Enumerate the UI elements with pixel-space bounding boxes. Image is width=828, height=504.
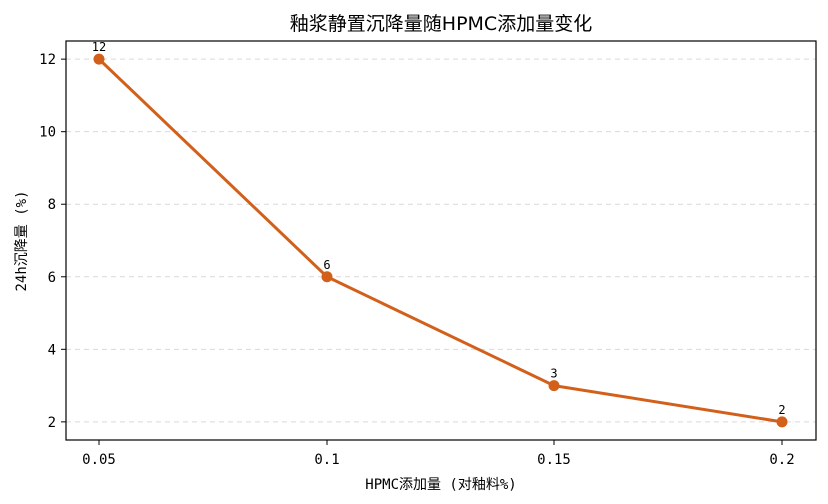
y-tick-label: 6 (48, 270, 56, 286)
data-point (776, 416, 788, 428)
data-label: 2 (778, 403, 785, 417)
plot-frame (65, 40, 817, 441)
x-axis-label: HPMC添加量 (对釉料%) (365, 477, 516, 493)
x-tick-label: 0.05 (82, 452, 116, 468)
y-tick-label: 12 (39, 52, 56, 68)
data-point (93, 53, 105, 65)
chart-title: 釉浆静置沉降量随HPMC添加量变化 (290, 13, 592, 35)
grid-layer (66, 58, 816, 423)
y-tick-label: 2 (48, 415, 56, 431)
y-tick-label: 10 (39, 125, 56, 141)
data-label: 3 (550, 367, 557, 381)
data-point (321, 271, 333, 283)
y-axis-label: 24h沉降量 (%) (14, 190, 30, 291)
y-tick-label: 8 (48, 197, 56, 213)
x-tick-label: 0.2 (769, 452, 794, 468)
x-tick-label: 0.15 (537, 452, 571, 468)
data-label: 6 (323, 258, 330, 272)
series-line (97, 57, 784, 424)
data-point (548, 380, 560, 392)
series-layer: 12 6 3 2 (92, 40, 788, 428)
data-label: 12 (92, 40, 106, 54)
ticks-layer: 2 4 6 8 10 12 0.05 0.1 0.15 0.2 (39, 52, 795, 468)
y-tick-label: 4 (48, 342, 56, 358)
x-tick-label: 0.1 (314, 452, 339, 468)
